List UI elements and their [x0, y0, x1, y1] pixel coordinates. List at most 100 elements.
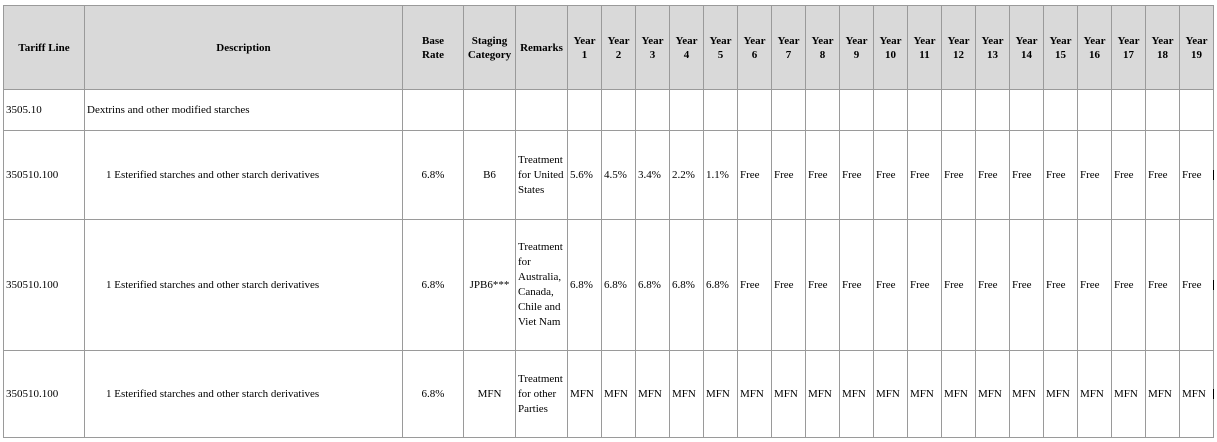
header-year-number: 1 [581, 48, 588, 61]
table-row: 350510.100 1 Esterified starches and othe… [3, 350, 1214, 438]
year-11-rate-cell: Free [907, 130, 942, 220]
year-14-rate-cell [1009, 89, 1044, 131]
header-year-word: Year [1083, 34, 1106, 47]
header-year-15: Year 15 [1043, 5, 1078, 90]
header-year-18: Year 18 [1145, 5, 1180, 90]
header-year-word: Year [607, 34, 630, 47]
year-15-rate-cell: MFN [1043, 350, 1078, 438]
description-cell: 1 Esterified starches and other starch d… [84, 219, 403, 351]
header-year-4: Year 4 [669, 5, 704, 90]
base-rate-cell [402, 89, 464, 131]
year-6-rate-cell: Free [737, 130, 772, 220]
header-base-rate-line-2: Rate [422, 48, 444, 61]
remarks-line: Canada, [518, 286, 554, 298]
year-4-rate-cell: MFN [669, 350, 704, 438]
header-year-3: Year 3 [635, 5, 670, 90]
year-13-rate-cell: MFN [975, 350, 1010, 438]
header-year-number: 3 [649, 48, 656, 61]
header-year-7: Year 7 [771, 5, 806, 90]
header-year-16: Year 16 [1077, 5, 1112, 90]
header-year-number: 16 [1089, 48, 1100, 61]
remarks-line: for other [518, 387, 557, 400]
remarks-line: for [518, 256, 531, 268]
header-year-number: 19 [1191, 48, 1202, 61]
year-17-rate-cell: MFN [1111, 350, 1146, 438]
year-7-rate-cell: Free [771, 219, 806, 351]
year-4-rate-cell: 2.2% [669, 130, 704, 220]
year-18-rate-cell: Free [1145, 219, 1180, 351]
header-staging-category: Staging Category [463, 5, 516, 90]
year-19-rate-cell: Free [1179, 130, 1214, 220]
table-row: 350510.100 1 Esterified starches and othe… [3, 130, 1214, 220]
base-rate-cell: 6.8% [402, 130, 464, 220]
header-base-rate: Base Rate [402, 5, 464, 90]
tariff-line-cell: 350510.100 [3, 350, 85, 438]
header-year-word: Year [879, 34, 902, 47]
header-staging-line-1: Staging [471, 34, 508, 47]
header-year-17: Year 17 [1111, 5, 1146, 90]
header-year-number: 10 [885, 48, 896, 61]
year-8-rate-cell [805, 89, 840, 131]
staging-category-cell: B6 [463, 130, 516, 220]
header-year-number: 4 [683, 48, 690, 61]
header-year-6: Year 6 [737, 5, 772, 90]
year-14-rate-cell: Free [1009, 130, 1044, 220]
header-year-11: Year 11 [907, 5, 942, 90]
year-3-rate-cell: 3.4% [635, 130, 670, 220]
year-10-rate-cell: MFN [873, 350, 908, 438]
year-2-rate-cell [601, 89, 636, 131]
year-11-rate-cell: MFN [907, 350, 942, 438]
description-cell: 1 Esterified starches and other starch d… [84, 130, 403, 220]
year-14-rate-cell: MFN [1009, 350, 1044, 438]
year-18-rate-cell: Free [1145, 130, 1180, 220]
year-19-rate-cell [1179, 89, 1214, 131]
year-10-rate-cell [873, 89, 908, 131]
year-7-rate-cell: MFN [771, 350, 806, 438]
year-12-rate-cell: Free [941, 219, 976, 351]
year-13-rate-cell [975, 89, 1010, 131]
year-5-rate-cell: 6.8% [703, 219, 738, 351]
remarks-cell: Treatment for Australia, Canada, Chile and Vi… [515, 219, 568, 351]
remarks-line: Treatment [518, 241, 563, 253]
description-cell: 1 Esterified starches and other starch d… [84, 350, 403, 438]
year-19-rate-cell: MFN [1179, 350, 1214, 438]
header-year-number: 17 [1123, 48, 1134, 61]
year-5-rate-cell [703, 89, 738, 131]
header-staging-line-2: Category [467, 48, 512, 61]
year-1-rate-cell [567, 89, 602, 131]
year-17-rate-cell: Free [1111, 130, 1146, 220]
header-year-number: 18 [1157, 48, 1168, 61]
year-5-rate-cell: 1.1% [703, 130, 738, 220]
base-rate-cell: 6.8% [402, 219, 464, 351]
remarks-line: Australia, [518, 271, 562, 283]
header-base-rate-line-1: Base [422, 34, 444, 47]
header-year-number: 8 [819, 48, 826, 61]
header-year-number: 5 [717, 48, 724, 61]
header-year-word: Year [1015, 34, 1038, 47]
header-year-19: Year 19 [1179, 5, 1214, 90]
header-year-number: 12 [953, 48, 964, 61]
year-4-rate-cell [669, 89, 704, 131]
year-11-rate-cell [907, 89, 942, 131]
year-15-rate-cell: Free [1043, 130, 1078, 220]
year-7-rate-cell [771, 89, 806, 131]
year-11-rate-cell: Free [907, 219, 942, 351]
year-1-rate-cell: 6.8% [567, 219, 602, 351]
header-year-word: Year [1151, 34, 1174, 47]
year-10-rate-cell: Free [873, 219, 908, 351]
header-tariff-line: Tariff Line [3, 5, 85, 90]
table-row: 350510.100 1 Esterified starches and othe… [3, 219, 1214, 351]
header-year-word: Year [947, 34, 970, 47]
table-header-row: Tariff Line Description Base Rate Staging… [3, 5, 1214, 90]
header-year-word: Year [845, 34, 868, 47]
table-row: 3505.10 Dextrins and other modified starc… [3, 89, 1214, 131]
header-year-number: 6 [751, 48, 758, 61]
staging-category-cell: JPB6*** [463, 219, 516, 351]
header-year-5: Year 5 [703, 5, 738, 90]
header-year-14: Year 14 [1009, 5, 1044, 90]
header-year-word: Year [675, 34, 698, 47]
year-9-rate-cell: MFN [839, 350, 874, 438]
header-year-word: Year [1117, 34, 1140, 47]
header-year-number: 13 [987, 48, 998, 61]
header-remarks: Remarks [515, 5, 568, 90]
